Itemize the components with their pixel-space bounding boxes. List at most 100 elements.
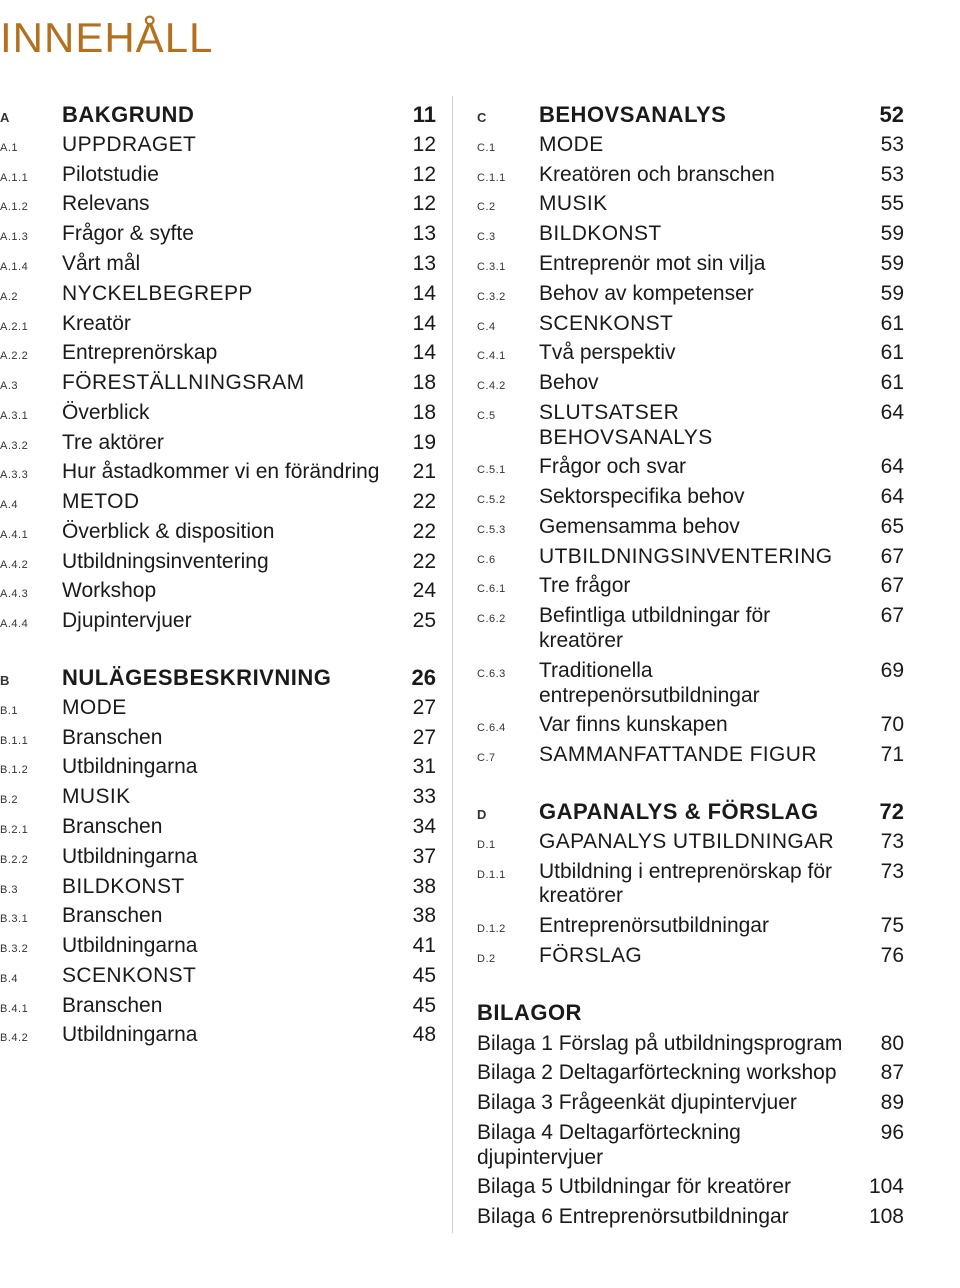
toc-row-label: Branschen (62, 904, 386, 929)
toc-row: C.5.2Sektorspecifika behov64 (477, 483, 904, 513)
toc-row: A.3.1Överblick18 (0, 399, 436, 429)
toc-row-number: C.3.1 (477, 261, 539, 274)
toc-row-number: C.6.2 (477, 613, 539, 626)
appendix-row: Bilaga 3 Frågeenkät djupintervjuer89 (477, 1089, 904, 1119)
toc-row-number: D.2 (477, 953, 539, 966)
toc-column-left: ABAKGRUND11A.1UPPDRAGET12A.1.1Pilotstudi… (0, 96, 452, 1233)
toc-row-label: Relevans (62, 192, 386, 217)
toc-row-number: C (477, 110, 539, 125)
toc-gap (477, 771, 904, 793)
toc-row-page: 22 (386, 490, 436, 515)
toc-row: B.1.2Utbildningarna31 (0, 753, 436, 783)
toc-row: C.4.1Två perspektiv61 (477, 339, 904, 369)
page-title: INNEHÅLL (0, 14, 926, 62)
toc-row: B.3.2Utbildningarna41 (0, 932, 436, 962)
toc-row-page: 19 (386, 431, 436, 456)
toc-row-label: Överblick (62, 401, 386, 426)
toc-row-page: 52 (854, 102, 904, 128)
toc-row: A.1.1Pilotstudie12 (0, 161, 436, 191)
toc-row-number: A.1 (0, 142, 62, 155)
appendix-row-page: 104 (854, 1175, 904, 1200)
toc-row-number: A.3.3 (0, 469, 62, 482)
toc-row-page: 67 (854, 574, 904, 599)
toc-row: B.2.2Utbildningarna37 (0, 843, 436, 873)
toc-row-page: 61 (854, 371, 904, 396)
toc-row-label: SCENKONST (539, 312, 854, 337)
toc-row-number: D.1 (477, 839, 539, 852)
toc-row-label: Entreprenörsutbildningar (539, 914, 854, 939)
toc-row-label: Två perspektiv (539, 341, 854, 366)
appendix-row-label: Bilaga 4 Deltagarförteckning djupintervj… (477, 1121, 854, 1171)
toc-row-page: 37 (386, 845, 436, 870)
toc-row-number: C.4.1 (477, 350, 539, 363)
toc-row-number: A.3 (0, 380, 62, 393)
appendix-row-label: Bilaga 2 Deltagarförteckning workshop (477, 1061, 854, 1086)
toc-row-page: 26 (386, 665, 436, 691)
toc-row-number: A.4.3 (0, 588, 62, 601)
toc-row-page: 73 (854, 860, 904, 885)
toc-row-page: 11 (386, 102, 436, 128)
appendix-row: Bilaga 4 Deltagarförteckning djupintervj… (477, 1119, 904, 1174)
toc-row: C.4SCENKONST61 (477, 310, 904, 340)
toc-row-label: Utbildningarna (62, 755, 386, 780)
appendix-row-label: Bilaga 3 Frågeenkät djupintervjuer (477, 1091, 854, 1116)
toc-row: C.7SAMMANFATTANDE FIGUR71 (477, 741, 904, 771)
toc-row: C.4.2Behov61 (477, 369, 904, 399)
toc-row-label: Gemensamma behov (539, 515, 854, 540)
toc-row-label: GAPANALYS & FÖRSLAG (539, 799, 854, 825)
toc-row-number: C.5.3 (477, 524, 539, 537)
toc-row-label: Branschen (62, 994, 386, 1019)
toc-row: A.2.2Entreprenörskap14 (0, 339, 436, 369)
toc-row: A.3.2Tre aktörer19 (0, 429, 436, 459)
toc-row-page: 18 (386, 401, 436, 426)
toc-row: C.1.1Kreatören och branschen53 (477, 161, 904, 191)
toc-row-label: SLUTSATSER BEHOVSANALYS (539, 401, 854, 451)
toc-row-number: B.2.2 (0, 854, 62, 867)
toc-row-label: SAMMANFATTANDE FIGUR (539, 743, 854, 768)
toc-row-label: MUSIK (539, 192, 854, 217)
toc-row-number: A.4.1 (0, 529, 62, 542)
toc-gap (477, 972, 904, 994)
toc-row-number: B.4.2 (0, 1032, 62, 1045)
toc-row-number: C.7 (477, 752, 539, 765)
toc-row-page: 48 (386, 1023, 436, 1048)
toc-row: C.3.1Entreprenör mot sin vilja59 (477, 250, 904, 280)
toc-row-label: Utbildningsinventering (62, 550, 386, 575)
toc-row-label: UPPDRAGET (62, 133, 386, 158)
toc-row: B.2MUSIK33 (0, 783, 436, 813)
toc-row: C.1MODE53 (477, 131, 904, 161)
appendix-row-page: 96 (854, 1121, 904, 1146)
toc-row-label: Branschen (62, 815, 386, 840)
toc-row-number: C.3 (477, 231, 539, 244)
toc-row-label: Behov av kompetenser (539, 282, 854, 307)
toc-row: B.1MODE27 (0, 694, 436, 724)
toc-row: C.6.3Traditionella entrepenörsutbildning… (477, 657, 904, 712)
toc-row-number: B (0, 673, 62, 688)
toc-row-label: Hur åstadkommer vi en förändring (62, 460, 386, 485)
toc-row-page: 13 (386, 222, 436, 247)
toc-row: A.4.2Utbildningsinventering22 (0, 548, 436, 578)
toc-row-number: C.6.1 (477, 583, 539, 596)
toc-row-label: MODE (62, 696, 386, 721)
toc-row-page: 59 (854, 282, 904, 307)
toc-row-number: B.1 (0, 705, 62, 718)
toc-row-page: 41 (386, 934, 436, 959)
toc-row: C.5.1Frågor och svar64 (477, 453, 904, 483)
toc-row-page: 25 (386, 609, 436, 634)
toc-row-label: Var finns kunskapen (539, 713, 854, 738)
appendix-row-page: 87 (854, 1061, 904, 1086)
toc-row: D.1.2Entreprenörsutbildningar75 (477, 912, 904, 942)
toc-row: A.1UPPDRAGET12 (0, 131, 436, 161)
toc-row: A.1.2Relevans12 (0, 190, 436, 220)
toc-row: C.2MUSIK55 (477, 190, 904, 220)
toc-row-page: 12 (386, 192, 436, 217)
toc-row-label: Utbildningarna (62, 1023, 386, 1048)
toc-row-label: Utbildning i entreprenörskap för kreatör… (539, 860, 854, 910)
toc-row-number: B.3.1 (0, 913, 62, 926)
toc-row-page: 64 (854, 485, 904, 510)
appendix-row-label: Bilaga 5 Utbildningar för kreatörer (477, 1175, 854, 1200)
appendix-row: Bilaga 2 Deltagarförteckning workshop87 (477, 1059, 904, 1089)
toc-row-page: 64 (854, 401, 904, 426)
toc-column-right: CBEHOVSANALYS52C.1MODE53C.1.1Kreatören o… (452, 96, 904, 1233)
toc-page: INNEHÅLL ABAKGRUND11A.1UPPDRAGET12A.1.1P… (0, 0, 960, 1263)
